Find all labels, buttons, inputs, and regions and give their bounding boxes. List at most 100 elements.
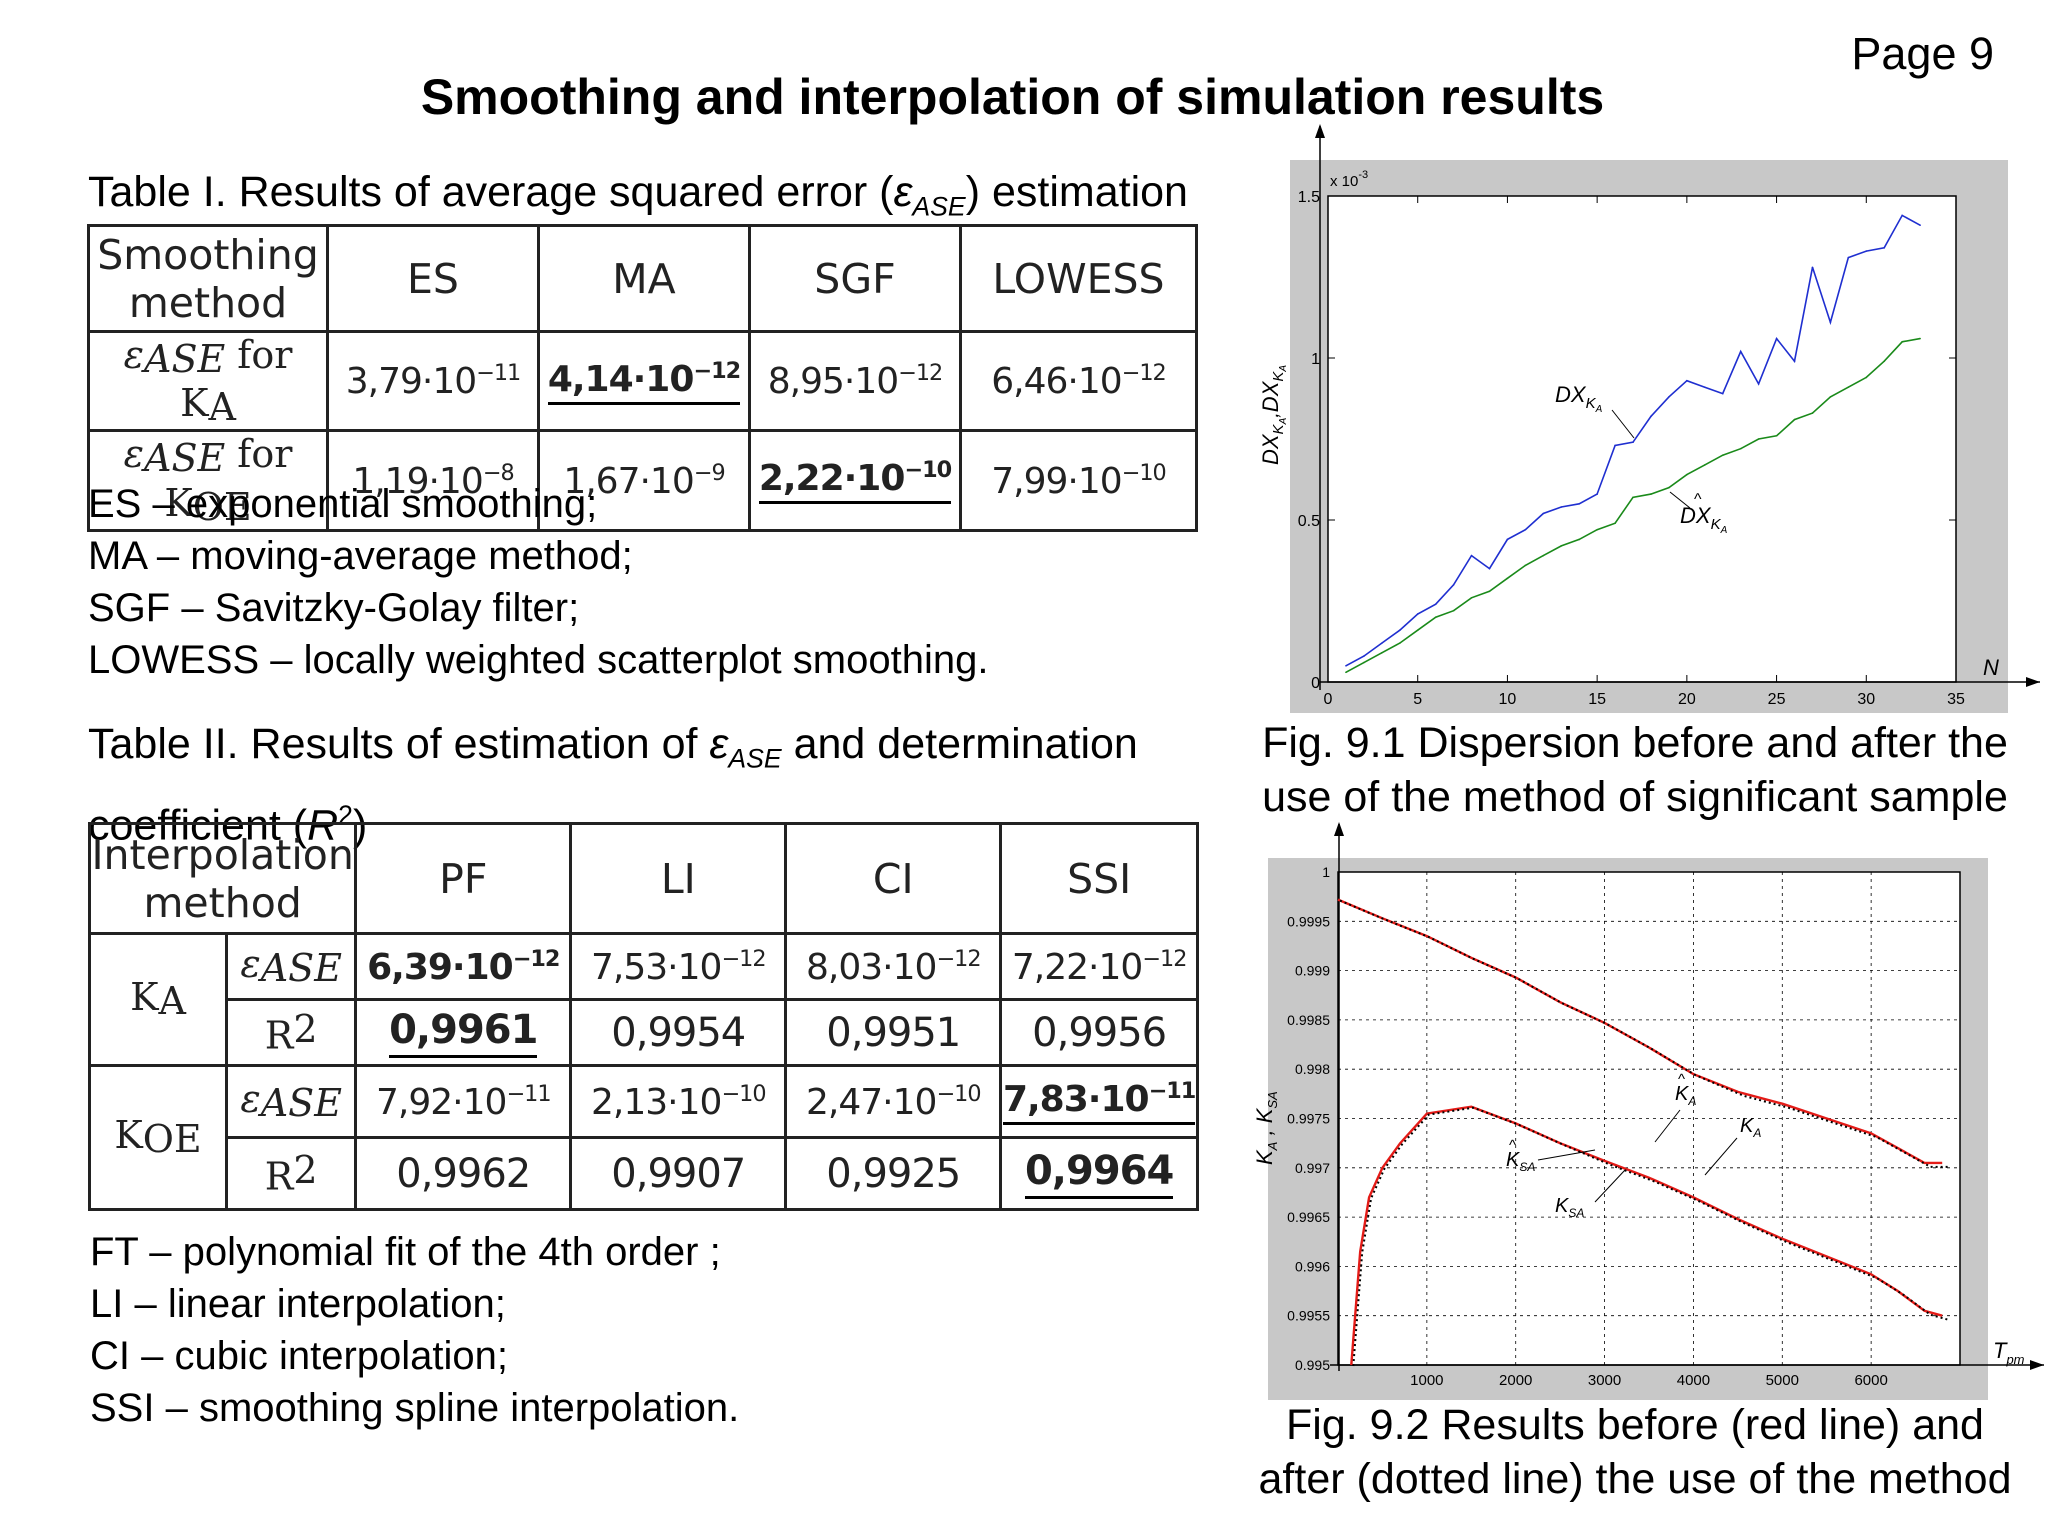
fig2-caption-line: after (dotted line) the use of the metho… [1258, 1455, 2012, 1503]
fig2-y-tick-label: 0.9965 [1287, 1209, 1330, 1225]
fig2-label-leader [1704, 1137, 1738, 1176]
legend1-item: LOWESS – locally weighted scatterplot sm… [88, 638, 989, 682]
fig1-data-point [1739, 447, 1742, 450]
fig1-hat-mark: ^ [1694, 491, 1702, 508]
fig1-y-axis-label: DXKA,DXKA [1258, 365, 1289, 465]
table2-cell: 0,9925 [784, 1136, 1003, 1211]
fig1-data-point [1883, 247, 1886, 249]
table2-cell: 0,9907 [569, 1136, 788, 1211]
fig2-hat-mark: ^ [1678, 1071, 1685, 1088]
fig1-data-point [1919, 224, 1921, 226]
table1-cell-best: 4,14·10−12 [537, 329, 751, 433]
fig1-data-point [1650, 493, 1652, 495]
fig1-label-leader [1611, 409, 1635, 439]
fig1-data-point [1650, 415, 1652, 418]
fig1-data-point [1883, 360, 1886, 363]
legend2-item: LI – linear interpolation; [90, 1282, 506, 1326]
fig1-data-point [1524, 564, 1527, 567]
fig1-x-tick-label: 25 [1768, 691, 1786, 708]
table2-cell: 0,9951 [784, 998, 1003, 1067]
fig1-data-point [1775, 434, 1778, 437]
table2-header-li: LI [569, 822, 788, 935]
table2-header-pf: PF [354, 822, 573, 935]
fig2-curve-label: KA [1675, 1083, 1696, 1108]
legend1: ES – exponential smoothing; MA – moving-… [88, 478, 988, 686]
fig1-data-point [1506, 538, 1509, 541]
fig2-curve-label: KSA [1555, 1195, 1584, 1220]
fig1-data-point [1398, 629, 1401, 631]
fig1-data-point [1721, 454, 1724, 457]
fig1-data-point [1488, 567, 1491, 570]
page-number: Page 9 [1851, 28, 1994, 79]
table1-header-sgf: SGF [748, 224, 962, 333]
fig1-data-point [1686, 379, 1688, 382]
fig1-y-tick-label: 1.5 [1298, 189, 1320, 206]
fig1-data-point [1596, 528, 1598, 531]
fig2-y-tick-label: 0.9995 [1287, 913, 1330, 929]
fig1-data-point [1578, 538, 1580, 541]
fig1-data-point [1865, 376, 1868, 379]
fig2-y-tick-label: 0.9975 [1287, 1111, 1330, 1127]
fig2-x-tick-label: 4000 [1677, 1372, 1710, 1389]
fig1-data-point [1919, 337, 1921, 340]
fig1-label-leader [1669, 491, 1691, 509]
fig1-data-point [1847, 386, 1850, 388]
legend2: FT – polynomial fit of the 4th order ; L… [90, 1226, 739, 1434]
table2-r2-label: R2 [224, 1136, 358, 1211]
fig1-data-point [1398, 642, 1401, 644]
fig1-data-point [1470, 596, 1473, 599]
fig2-curve-label: KSA [1506, 1149, 1535, 1174]
fig1-caption-line: Fig. 9.1 Dispersion before and after the [1262, 719, 2008, 767]
figure-9-2-chart: 1000 2000 3000 4000 5000 6000 1 0.9995 0.999 0.99… [1252, 822, 2044, 1400]
fig2-y-tick-label: 1 [1322, 864, 1330, 880]
fig1-x-tick-label: 5 [1413, 691, 1422, 708]
fig1-data-point [1847, 256, 1850, 259]
fig1-plot-area [1327, 195, 1957, 683]
table2-cell: 7,22·10−12 [999, 932, 1199, 1001]
fig1-data-point [1381, 652, 1383, 654]
fig1-data-point [1686, 473, 1688, 476]
fig1-data-point [1614, 444, 1616, 447]
fig1-data-point [1452, 584, 1455, 586]
table2-header-ci: CI [784, 822, 1003, 935]
fig1-y-tick-label: 1 [1311, 351, 1320, 368]
table2-eps-label: εASE [224, 1064, 358, 1139]
fig2-x-arrowhead [2030, 1360, 2044, 1370]
table2-cell: 2,13·10−10 [569, 1064, 788, 1139]
table2-header-ssi: SSI [999, 822, 1199, 935]
table2-header-method: Interpolation method [87, 822, 358, 935]
table1-cell: 1,67·10−9 [537, 429, 751, 532]
fig1-caption-line: use of the method of significant sample [1262, 773, 2008, 821]
fig2-y-tick-label: 0.997 [1295, 1160, 1330, 1176]
fig1-data-point [1416, 613, 1419, 615]
fig2-series-line [1350, 1105, 1943, 1366]
fig1-data-point [1578, 503, 1580, 505]
fig1-x-tick-label: 30 [1857, 691, 1875, 708]
fig2-x-tick-label: 3000 [1588, 1372, 1621, 1389]
fig1-data-point [1668, 396, 1670, 398]
table2-group-ka: KA [88, 932, 228, 1067]
fig2-y-axis-label: KA , KSA [1252, 1091, 1280, 1165]
fig1-data-point [1704, 464, 1706, 466]
fig1-data-point [1829, 321, 1832, 324]
fig2-caption: Fig. 9.2 Results before (red line) and a… [1222, 1398, 2048, 1506]
fig1-data-point [1506, 577, 1509, 580]
fig2-y-tick-label: 0.999 [1295, 963, 1330, 979]
fig1-data-point [1829, 396, 1832, 398]
table2-r2-label: R2 [224, 998, 358, 1067]
fig1-data-point [1793, 360, 1796, 363]
fig1-data-point [1614, 522, 1616, 525]
table2-cell-best: 0,9964 [999, 1136, 1199, 1211]
fig2-y-tick-label: 0.9985 [1287, 1012, 1330, 1028]
fig1-data-point [1488, 590, 1491, 593]
fig1-data-point [1381, 642, 1383, 644]
fig1-data-point [1632, 496, 1634, 499]
table1-cell: 1,19·10−8 [326, 429, 540, 532]
fig2-label-leader [1537, 1149, 1596, 1161]
fig2-hat-mark: ^ [1509, 1137, 1516, 1154]
fig1-data-point [1865, 250, 1868, 252]
page-title: Smoothing and interpolation of simulatio… [420, 69, 1605, 125]
fig1-data-point [1345, 665, 1347, 667]
table2-cell: 0,9954 [569, 998, 788, 1067]
